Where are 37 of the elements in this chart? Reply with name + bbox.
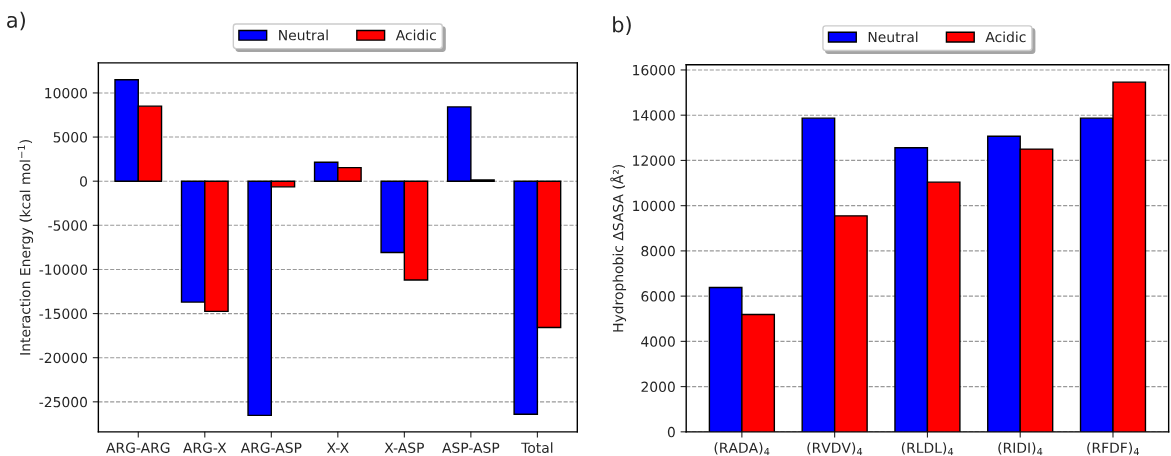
chart-title: b) — [613, 16, 631, 35]
y-tick-label: 2000 — [641, 381, 675, 393]
y-tick-label: 5000 — [53, 132, 88, 143]
y-tick-label: 6000 — [641, 291, 675, 302]
x-tick-label: ARG-ASP — [240, 442, 302, 453]
y-tick-label: -15000 — [39, 308, 88, 320]
y-tick-label: 10000 — [633, 200, 675, 212]
legend-label: Neutral — [868, 31, 918, 43]
y-tick-label: 4000 — [641, 336, 675, 347]
y-axis-title: Hydrophobic ΔSASA (Å²) — [610, 164, 627, 332]
x-tick-label: ARG-X — [183, 442, 227, 453]
y-tick-label: 0 — [667, 426, 675, 438]
chart-title: a) — [7, 11, 25, 31]
legend-label: Acidic — [395, 29, 436, 41]
y-tick-label: -25000 — [39, 396, 88, 408]
x-tick-label: ARG-ARG — [106, 442, 170, 453]
x-tick-label: Total — [521, 442, 553, 453]
x-tick-label: (RADA)$_{4}$ — [714, 442, 770, 456]
y-axis-title: Interaction Energy (kcal mol$^{−1}$) — [17, 140, 34, 355]
x-tick-label: ASP-ASP — [442, 442, 500, 453]
y-tick-label: 8000 — [641, 245, 675, 257]
y-tick-label: 12000 — [633, 155, 675, 166]
x-tick-label: (RFDF)$_{4}$ — [1087, 442, 1139, 456]
x-tick-label: (RVDV)$_{4}$ — [807, 442, 863, 456]
y-tick-label: -10000 — [39, 264, 88, 275]
y-tick-label: 14000 — [633, 110, 675, 121]
y-tick-label: 10000 — [45, 87, 88, 99]
legend-label: Neutral — [279, 29, 328, 41]
x-tick-label: X-ASP — [384, 442, 424, 453]
x-tick-label: (RLDL)$_{4}$ — [901, 442, 954, 456]
legend-label: Acidic — [985, 31, 1026, 43]
x-tick-label: X-X — [326, 442, 349, 453]
y-tick-label: -5000 — [48, 220, 88, 231]
y-tick-label: 0 — [80, 176, 88, 187]
y-tick-label: 16000 — [633, 64, 675, 76]
y-tick-label: -20000 — [39, 352, 88, 364]
x-tick-label: (RIDI)$_{4}$ — [998, 442, 1043, 456]
